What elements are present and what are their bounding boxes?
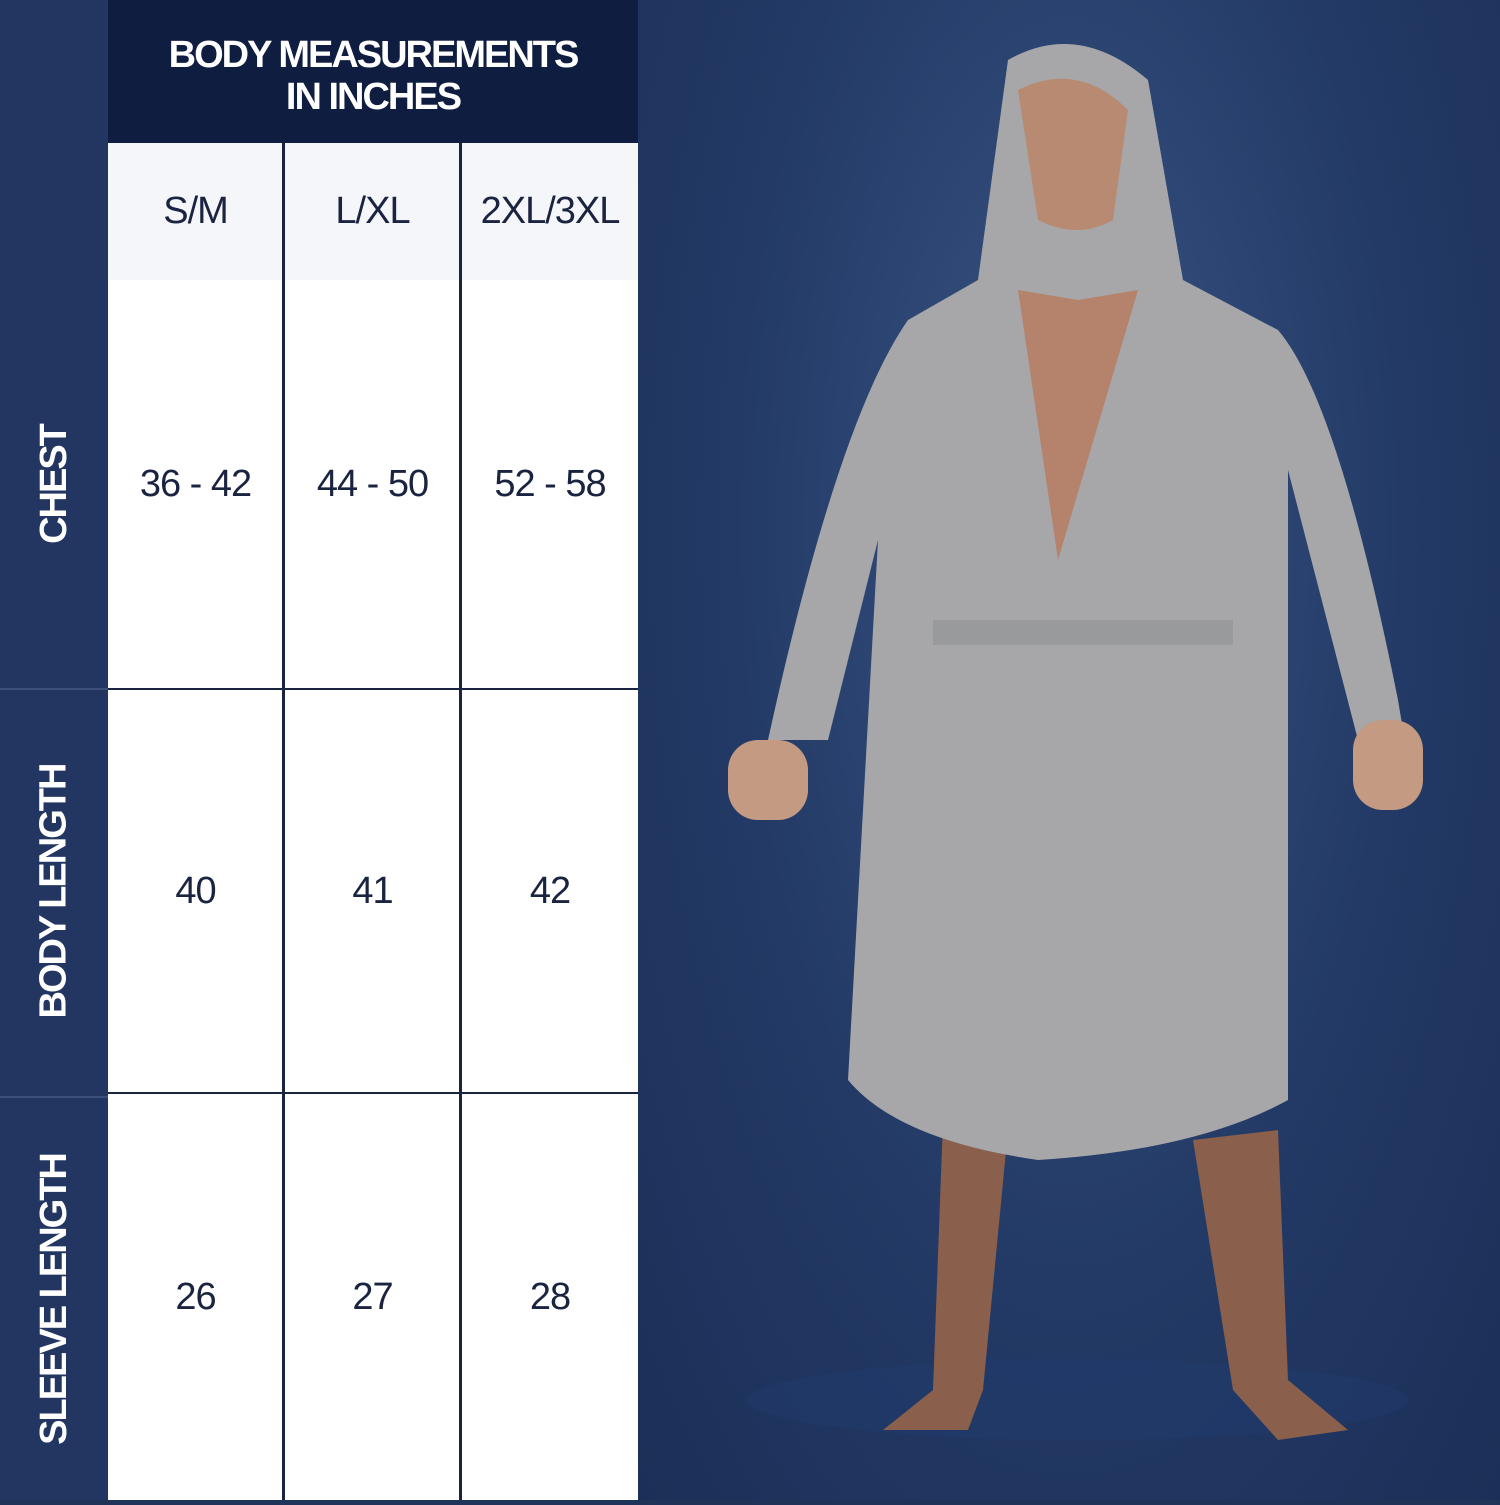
table-cell: 40 (175, 869, 216, 912)
column-header: 2XL/3XL (480, 190, 621, 232)
chart-title: BODY MEASUREMENTS IN INCHES (108, 0, 638, 143)
row-divider (108, 1092, 638, 1094)
column-header: S/M (163, 190, 229, 232)
row-label-sleeve-length: SLEEVE LENGTH (0, 1098, 108, 1500)
row-label-text: BODY LENGTH (32, 764, 75, 1018)
title-line: BODY MEASUREMENTS (168, 34, 580, 76)
row-label-text: SLEEVE LENGTH (32, 1153, 75, 1445)
table-cell: 41 (352, 869, 393, 912)
model-photo (638, 0, 1500, 1500)
divider (0, 688, 108, 690)
row-label-chest: CHEST (0, 280, 108, 688)
header-row-bg (108, 143, 638, 280)
column-divider (459, 143, 462, 1500)
table-cell: 27 (352, 1275, 393, 1318)
table-cell: 42 (529, 869, 571, 912)
table-cell: 26 (175, 1275, 216, 1318)
table-cell: 44 - 50 (316, 462, 429, 505)
table-cell: 36 - 42 (139, 462, 252, 505)
table-cell: 52 - 58 (494, 462, 606, 505)
table-cell: 28 (529, 1275, 571, 1318)
row-label-body-length: BODY LENGTH (0, 690, 108, 1092)
column-divider (282, 143, 285, 1500)
title-line: IN INCHES (285, 76, 462, 118)
row-label-strip (0, 0, 108, 1500)
robe-model-illustration (728, 44, 1423, 1440)
column-header: L/XL (335, 190, 410, 232)
divider (0, 1096, 108, 1098)
size-table: S/M L/XL 2XL/3XL 36 - 42 44 - 50 52 - 58… (108, 143, 638, 1500)
row-label-text: CHEST (32, 424, 75, 544)
row-divider (108, 688, 638, 690)
